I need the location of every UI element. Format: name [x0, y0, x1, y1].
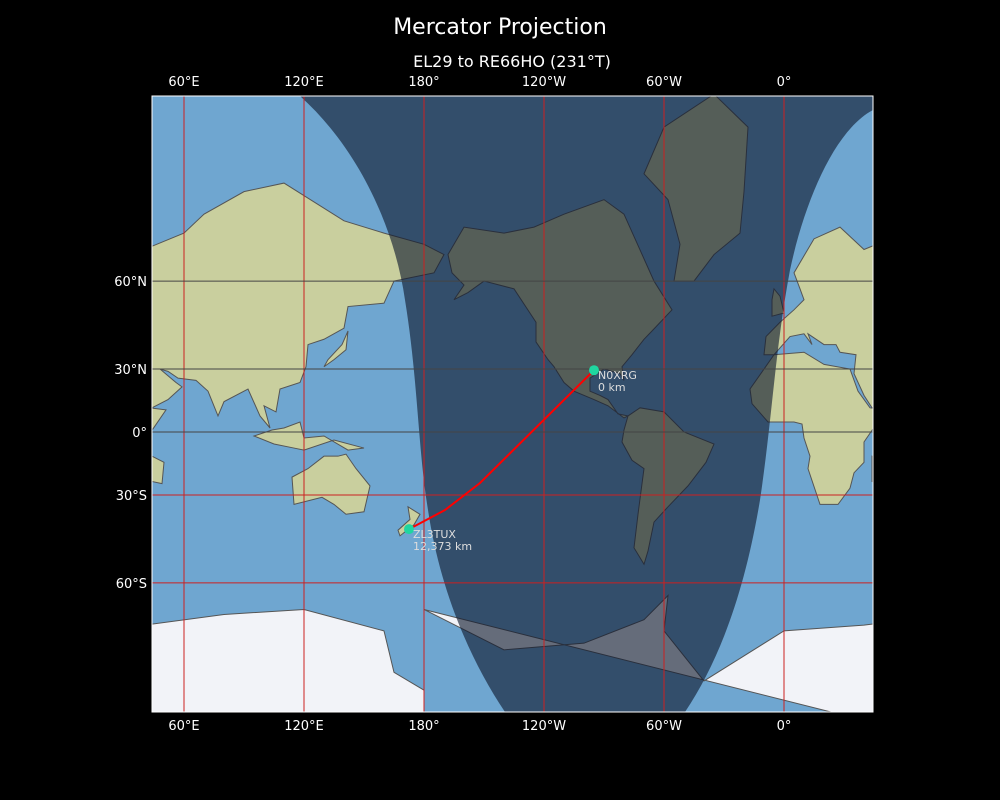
station-marker[interactable] [589, 365, 599, 376]
great-circle-path [408, 369, 595, 530]
longitude-label: 0° [777, 719, 792, 734]
longitude-label: 120°E [284, 719, 324, 734]
station-callsign: ZL3TUX [413, 528, 456, 541]
landmass [749, 351, 873, 505]
landmass [252, 421, 365, 451]
landmass [323, 330, 349, 368]
station-distance: 12,373 km [413, 540, 472, 553]
graticule [152, 96, 873, 712]
landmass [52, 289, 64, 316]
landmass [0, 94, 28, 281]
map-subtitle: EL29 to RE66HO (231°T) [413, 52, 611, 71]
station-callsign: N0XRG [598, 369, 637, 382]
longitude-label: 0° [777, 75, 792, 90]
latitude-label: 60°S [116, 577, 147, 592]
longitude-label: 180° [408, 719, 439, 734]
latitude-label: 0° [132, 426, 147, 441]
night-shading [300, 96, 873, 712]
latitude-label: 30°N [114, 363, 147, 378]
antarctica [152, 608, 425, 712]
landmass [871, 455, 873, 483]
station-marker[interactable] [404, 524, 414, 535]
figure-title: Mercator Projection [393, 15, 607, 40]
longitude-label: 60°W [646, 719, 682, 734]
landmass [291, 453, 371, 515]
landmass [152, 182, 445, 429]
map-frame [151, 95, 874, 713]
longitude-label: 120°E [284, 75, 324, 90]
station-distance: 0 km [598, 381, 626, 394]
landmass [763, 226, 873, 409]
latitude-label: 30°S [116, 489, 147, 504]
longitude-label: 60°W [646, 75, 682, 90]
axis-labels: 60°E 60°E 120°E 120°E 180° 180° 120°W 120°W 60°W… [114, 75, 791, 734]
longitude-label: 60°E [168, 75, 199, 90]
longitude-label: 180° [408, 75, 439, 90]
landmass [974, 422, 1000, 450]
landmass [397, 505, 421, 537]
longitude-label: 120°W [522, 719, 566, 734]
longitude-label: 120°W [522, 75, 566, 90]
longitude-label: 60°E [168, 719, 199, 734]
latitude-label: 60°N [114, 275, 147, 290]
landmass [152, 407, 167, 432]
landmass [152, 455, 165, 485]
